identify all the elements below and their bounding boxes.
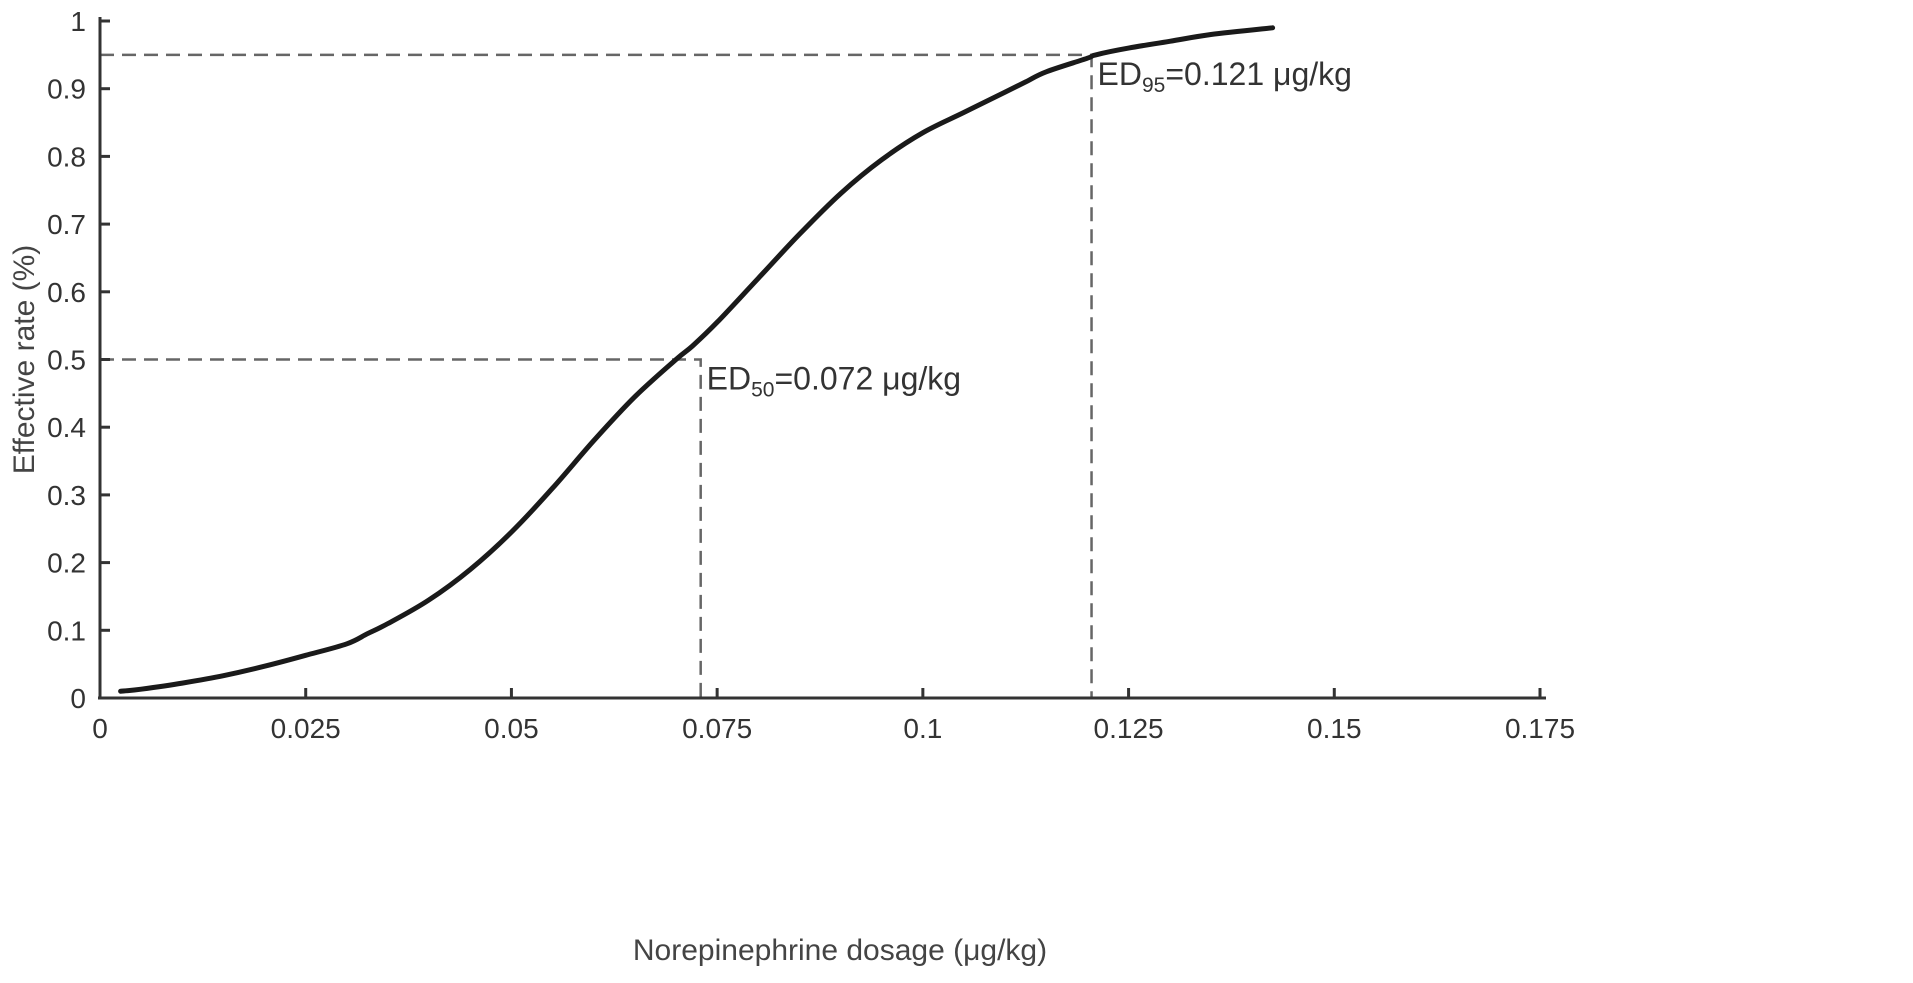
annotation-label: ED50=0.072 μg/kg <box>707 361 961 402</box>
y-tick-label: 0.6 <box>47 277 86 308</box>
x-tick-label: 0.025 <box>271 713 341 744</box>
y-tick-label: 0.8 <box>47 141 86 172</box>
y-tick-label: 0.2 <box>47 548 86 579</box>
y-tick-label: 0.7 <box>47 209 86 240</box>
x-axis-title: Norepinephrine dosage (μg/kg) <box>633 934 1047 967</box>
y-tick-label: 0.4 <box>47 412 86 443</box>
y-tick-label: 0.9 <box>47 74 86 105</box>
reference-line <box>100 358 702 698</box>
x-tick-label: 0 <box>92 713 108 744</box>
x-tick-label: 0.125 <box>1094 713 1164 744</box>
x-tick-label: 0.175 <box>1505 713 1575 744</box>
x-axis-ticks: 0 0.025 0.05 0.075 0.1 0.125 0.15 0.175 <box>92 688 1575 744</box>
y-tick-label: 0.5 <box>47 345 86 376</box>
axes <box>98 17 1546 700</box>
annotation-label: ED95=0.121 μg/kg <box>1098 56 1352 97</box>
x-tick-label: 0.05 <box>484 713 539 744</box>
x-tick-label: 0.1 <box>903 713 942 744</box>
x-tick-label: 0.15 <box>1307 713 1362 744</box>
y-tick-label: 0.3 <box>47 480 86 511</box>
x-tick-label: 0.075 <box>682 713 752 744</box>
dose-response-curve <box>118 25 1276 694</box>
y-axis-ticks: 0 0.1 0.2 0.3 0.4 0.5 0.6 0.7 0.8 0.9 1 <box>47 6 110 714</box>
y-axis-title: Effective rate (%) <box>8 245 41 475</box>
y-tick-label: 0.1 <box>47 615 86 646</box>
y-tick-label: 0 <box>70 683 86 714</box>
y-tick-label: 1 <box>70 6 86 37</box>
annotations: ED50=0.072 μg/kg ED95=0.121 μg/kg <box>707 56 1352 402</box>
